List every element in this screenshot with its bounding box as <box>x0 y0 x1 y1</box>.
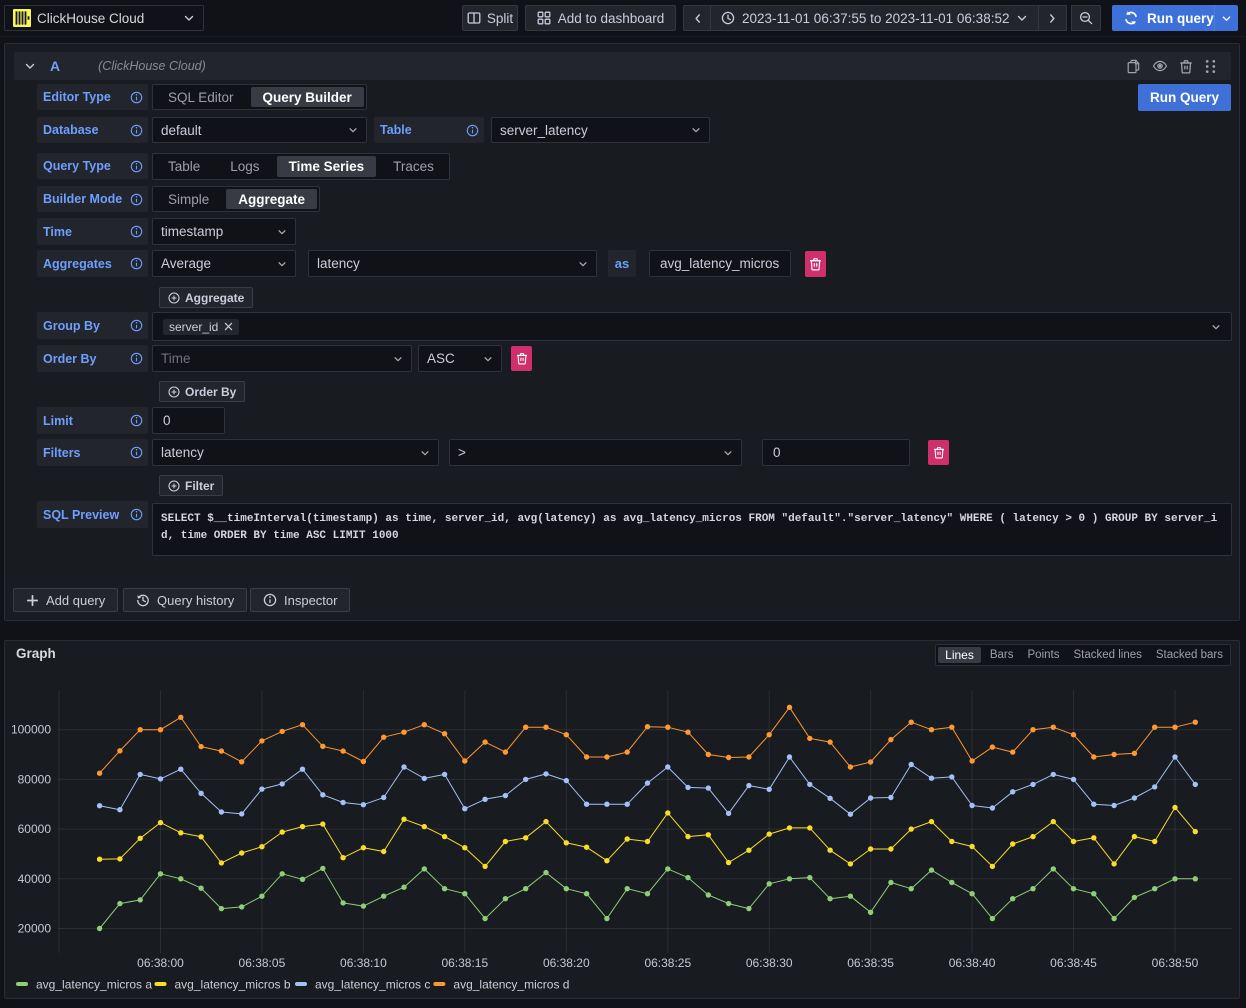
svg-text:06:38:40: 06:38:40 <box>949 956 996 970</box>
svg-text:06:38:35: 06:38:35 <box>847 956 894 970</box>
svg-text:06:38:20: 06:38:20 <box>543 956 590 970</box>
svg-text:06:38:45: 06:38:45 <box>1050 956 1097 970</box>
svg-text:avg_latency_micros c: avg_latency_micros c <box>315 978 430 992</box>
svg-text:06:38:50: 06:38:50 <box>1152 956 1199 970</box>
svg-text:06:38:25: 06:38:25 <box>644 956 691 970</box>
svg-text:60000: 60000 <box>18 822 52 836</box>
svg-text:avg_latency_micros a: avg_latency_micros a <box>36 978 152 992</box>
svg-text:80000: 80000 <box>18 772 52 786</box>
svg-text:06:38:00: 06:38:00 <box>137 956 184 970</box>
svg-text:avg_latency_micros d: avg_latency_micros d <box>453 978 569 992</box>
svg-text:06:38:10: 06:38:10 <box>340 956 387 970</box>
svg-text:100000: 100000 <box>11 723 51 737</box>
svg-text:06:38:30: 06:38:30 <box>746 956 793 970</box>
svg-text:20000: 20000 <box>18 922 52 936</box>
svg-text:06:38:05: 06:38:05 <box>239 956 286 970</box>
svg-text:40000: 40000 <box>18 872 52 886</box>
svg-text:avg_latency_micros b: avg_latency_micros b <box>175 978 291 992</box>
svg-text:06:38:15: 06:38:15 <box>441 956 488 970</box>
